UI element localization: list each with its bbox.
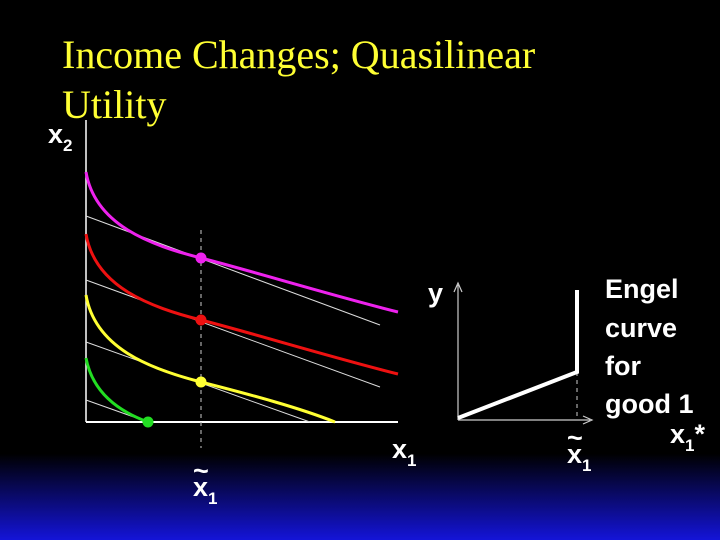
y-axis-label: y [428, 278, 443, 308]
y-axis-label: x2 [48, 119, 73, 155]
label-suffix: * [695, 419, 706, 449]
label-base: x [48, 119, 63, 149]
arrowhead [453, 281, 463, 293]
left-panel: x2 x1 ~ x1 [48, 119, 417, 508]
optimum-point [142, 416, 154, 428]
label-sub: 2 [63, 136, 72, 155]
x-axis-label: x1 [392, 434, 417, 470]
title-line: Income Changes; Quasilinear [62, 32, 535, 77]
optimum-point [195, 314, 207, 326]
title-line: Utility [62, 82, 166, 127]
marker-label: x1 [193, 472, 218, 508]
x-axis-label: x1* [670, 419, 706, 455]
label-sub: 1 [208, 489, 217, 508]
label-base: x [193, 472, 208, 502]
tilde: ~ [567, 423, 583, 453]
engel-curve [457, 290, 579, 420]
label-base: x [670, 419, 685, 449]
optimum-point [195, 376, 207, 388]
label-sub: 1 [407, 451, 416, 470]
label-sub: 1 [685, 436, 694, 455]
indifference-curve [84, 357, 149, 424]
label-base: x [567, 439, 582, 469]
label-sub: 1 [582, 456, 591, 475]
label-base: x [392, 434, 407, 464]
right-panel: y x1* ~ x1 Engel curve for good 1 [428, 274, 706, 475]
caption-line: good 1 [605, 389, 694, 419]
tilde: ~ [193, 456, 209, 486]
arrowhead [582, 415, 594, 425]
caption-line: Engel [605, 274, 679, 304]
optimum-point [195, 252, 207, 264]
caption-line: for [605, 351, 641, 381]
caption-line: curve [605, 313, 677, 343]
marker-label: x1 [567, 439, 592, 475]
